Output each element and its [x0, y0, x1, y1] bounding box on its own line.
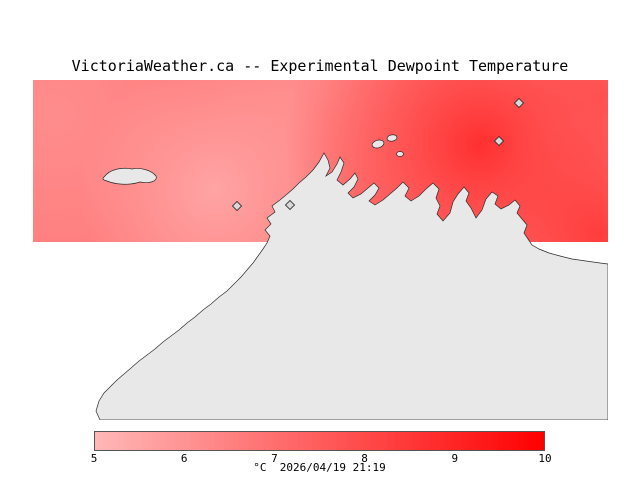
small-island: [396, 151, 404, 157]
colorbar-tick: 9: [451, 452, 459, 465]
station-markers: [231, 97, 525, 212]
small-island: [102, 167, 157, 185]
colorbar-tick: 8: [361, 452, 368, 465]
small-island: [386, 134, 398, 142]
colorbar-tick: 7: [271, 452, 278, 465]
small-island: [371, 139, 385, 149]
colorbar-tick: 6: [180, 452, 188, 465]
landmass-group: [95, 134, 608, 420]
mainland-coastline: [95, 152, 608, 420]
station-marker-icon: [284, 199, 296, 211]
colorbar-tick: 10: [538, 452, 552, 465]
station-marker-icon: [493, 135, 505, 147]
colorbar-tick: 5: [90, 452, 98, 465]
station-marker-icon: [231, 200, 243, 212]
page-title: VictoriaWeather.ca -- Experimental Dewpo…: [71, 57, 569, 75]
colorbar-gradient: [94, 431, 545, 451]
colorbar: 5 6 7 8 9 10 °C 2026/04/19 21:19: [90, 431, 552, 477]
colorbar-caption: °C 2026/04/19 21:19: [253, 461, 386, 474]
station-marker-icon: [513, 97, 525, 109]
